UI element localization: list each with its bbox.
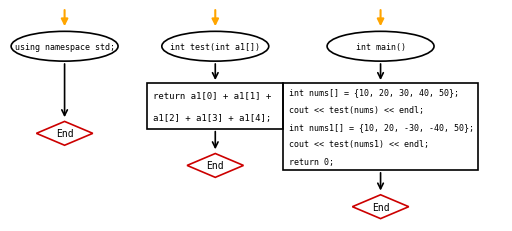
Text: return a1[0] + a1[1] +: return a1[0] + a1[1] + bbox=[153, 91, 271, 99]
Text: int nums[] = {10, 20, 30, 40, 50};: int nums[] = {10, 20, 30, 40, 50}; bbox=[289, 88, 459, 97]
Text: End: End bbox=[372, 202, 389, 212]
Text: int nums1[] = {10, 20, -30, -40, 50};: int nums1[] = {10, 20, -30, -40, 50}; bbox=[289, 122, 474, 131]
Text: using namespace std;: using namespace std; bbox=[14, 43, 115, 52]
Text: cout << test(nums) << endl;: cout << test(nums) << endl; bbox=[289, 105, 424, 114]
Bar bbox=[147, 84, 283, 129]
Text: cout << test(nums1) << endl;: cout << test(nums1) << endl; bbox=[289, 140, 429, 149]
Text: End: End bbox=[56, 129, 73, 139]
Text: int main(): int main() bbox=[355, 43, 406, 52]
Text: int test(int a1[]): int test(int a1[]) bbox=[170, 43, 260, 52]
Text: return 0;: return 0; bbox=[289, 157, 334, 166]
Bar bbox=[283, 84, 478, 170]
Text: a1[2] + a1[3] + a1[4];: a1[2] + a1[3] + a1[4]; bbox=[153, 113, 271, 122]
Text: End: End bbox=[206, 161, 224, 171]
